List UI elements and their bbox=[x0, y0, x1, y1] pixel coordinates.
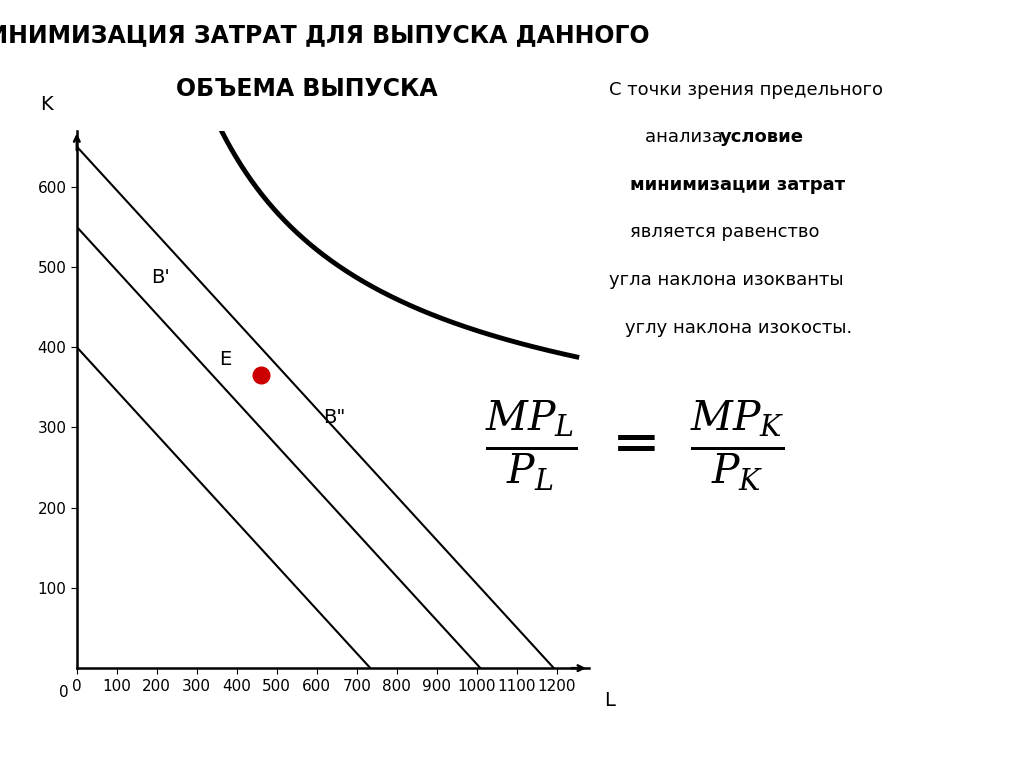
Text: минимизации затрат: минимизации затрат bbox=[630, 176, 845, 194]
Text: $\frac{MP_L}{P_L}\ =\ \frac{MP_K}{P_K}$: $\frac{MP_L}{P_L}\ =\ \frac{MP_K}{P_K}$ bbox=[485, 398, 784, 493]
Text: K: K bbox=[40, 95, 52, 114]
Text: E: E bbox=[219, 350, 231, 369]
Text: L: L bbox=[604, 691, 615, 710]
Text: является равенство: является равенство bbox=[630, 223, 819, 241]
Text: B': B' bbox=[151, 268, 170, 287]
Text: МИНИМИЗАЦИЯ ЗАТРАТ ДЛЯ ВЫПУСКА ДАННОГО: МИНИМИЗАЦИЯ ЗАТРАТ ДЛЯ ВЫПУСКА ДАННОГО bbox=[0, 23, 649, 47]
Text: анализа: анализа bbox=[645, 128, 729, 146]
Text: С точки зрения предельного: С точки зрения предельного bbox=[609, 81, 884, 98]
Text: B": B" bbox=[323, 409, 345, 428]
Text: ОБЪЕМА ВЫПУСКА: ОБЪЕМА ВЫПУСКА bbox=[176, 77, 438, 101]
Text: угла наклона изокванты: угла наклона изокванты bbox=[609, 271, 844, 289]
Text: 0: 0 bbox=[59, 685, 69, 700]
Text: углу наклона изокосты.: углу наклона изокосты. bbox=[625, 319, 852, 336]
Text: условие: условие bbox=[720, 128, 804, 146]
